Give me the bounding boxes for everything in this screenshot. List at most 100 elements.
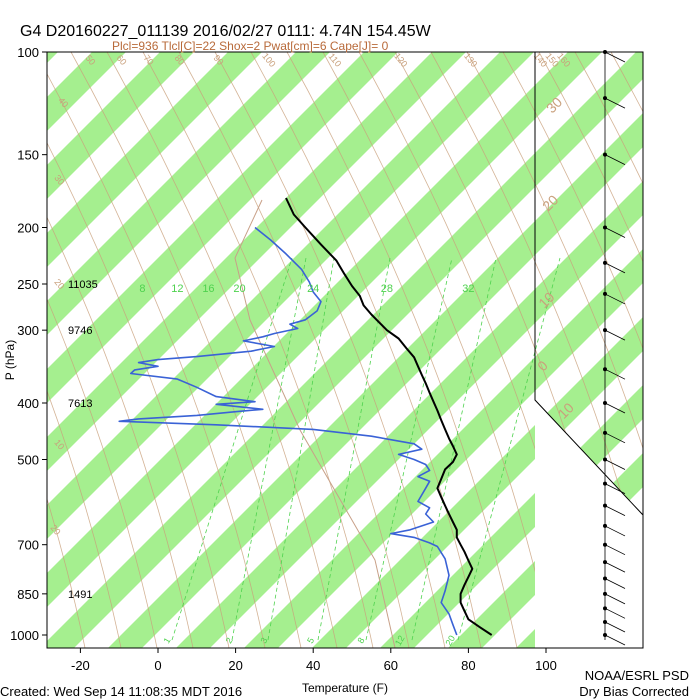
- y-tick-label: 250: [17, 277, 39, 292]
- height-label: 11035: [68, 279, 98, 291]
- dry-adiabat-line: [106, 52, 338, 648]
- height-label: 9746: [68, 325, 92, 337]
- height-label: 1491: [68, 589, 92, 601]
- mixing-ratio-top-label: 32: [462, 283, 474, 295]
- wind-barb: [604, 154, 626, 166]
- dry-adiabat-label: 10: [52, 438, 66, 452]
- dry-adiabat-line: [214, 52, 446, 648]
- x-tick-label: 80: [461, 658, 475, 673]
- isotherm-band: [47, 52, 602, 607]
- dry-adiabat-label: 70: [142, 53, 156, 67]
- bias-note: Dry Bias Corrected: [579, 684, 689, 699]
- mixing-ratio-line: [411, 257, 497, 641]
- wind-barb: [604, 227, 626, 238]
- wind-barb: [604, 459, 626, 470]
- dry-adiabat-line: [286, 52, 518, 648]
- dry-adiabat-line: [47, 497, 86, 648]
- mixing-ratio-top-label: 28: [381, 283, 393, 295]
- y-tick-label: 850: [17, 587, 39, 602]
- dry-adiabat-label: 60: [114, 53, 128, 67]
- wind-barb: [604, 402, 626, 414]
- isotherm-band: [47, 52, 398, 403]
- dry-adiabat-label: 80: [173, 53, 187, 67]
- dry-adiabat-line: [47, 216, 194, 648]
- wind-barb: [604, 544, 626, 556]
- x-tick-label: 60: [384, 658, 398, 673]
- wind-barb: [604, 483, 626, 494]
- wind-barb: [604, 578, 626, 589]
- wind-barb: [604, 329, 626, 341]
- isotherm-band: [47, 52, 466, 471]
- mixing-ratio-bottom-label: 1: [161, 636, 172, 645]
- wind-barb: [604, 432, 626, 444]
- series-line-temperature: [285, 197, 493, 636]
- y-tick-label: 500: [17, 452, 39, 467]
- wind-barb: [604, 262, 626, 274]
- isotherm-band: [108, 113, 643, 648]
- y-tick-label: 700: [17, 538, 39, 553]
- mixing-ratio-bottom-label: 3: [258, 636, 269, 645]
- wind-barb: [604, 561, 626, 573]
- mixing-ratio-top-label: 8: [139, 283, 145, 295]
- y-tick-label: 150: [17, 148, 39, 163]
- dry-adiabat-line: [538, 52, 643, 263]
- dry-adiabat-line: [47, 142, 230, 648]
- wind-barb: [604, 97, 626, 109]
- wind-barb: [604, 607, 626, 619]
- plot-frame: [46, 51, 644, 649]
- mixing-ratio-top-label: 12: [171, 283, 183, 295]
- dry-adiabats: [47, 52, 643, 648]
- wind-barb: [604, 634, 626, 646]
- created-label: Created: Wed Sep 14 11:08:35 MDT 2016: [0, 684, 242, 699]
- chart-title: G4 D20160227_011139 2016/02/27 0111: 4.7…: [20, 23, 432, 40]
- sounding-profiles: [118, 197, 493, 636]
- y-tick-label: 200: [17, 221, 39, 236]
- mixing-ratio-line: [231, 257, 307, 641]
- dry-adiabat-label: 30: [52, 173, 66, 187]
- dry-adiabat-line: [47, 389, 122, 648]
- x-tick-label: -20: [71, 658, 90, 673]
- dry-adiabat-line: [47, 298, 158, 648]
- x-tick-label: 100: [535, 658, 557, 673]
- parcel-path-line: [234, 199, 396, 648]
- wind-barb: [604, 525, 626, 537]
- wind-barb-column: [603, 50, 626, 646]
- dry-adiabat-label: 50: [83, 53, 97, 67]
- wind-barb: [604, 368, 626, 380]
- y-tick-label: 1000: [10, 628, 39, 643]
- mixing-ratio-line: [457, 257, 561, 641]
- dry-adiabat-label: 40: [56, 95, 70, 109]
- wind-barb: [604, 51, 626, 63]
- x-tick-label: 40: [306, 658, 320, 673]
- mixing-ratio-bottom-label: 12: [393, 634, 407, 648]
- axes: -20 0 20 40 60 80 1001001502002503004005007008…: [10, 45, 644, 673]
- y-tick-label: 400: [17, 396, 39, 411]
- isotherm-band: [312, 317, 643, 648]
- org-label: NOAA/ESRL PSD: [585, 668, 689, 683]
- wind-barb: [604, 593, 626, 605]
- isotherm-band: [47, 52, 330, 335]
- dry-adiabat-line: [178, 52, 410, 648]
- series-line-dewpoint: [118, 226, 458, 636]
- mixing-ratio-top-label: 24: [307, 283, 319, 295]
- x-tick-label: 20: [228, 658, 242, 673]
- wind-barb: [604, 621, 626, 633]
- dry-adiabat-line: [142, 52, 374, 648]
- mixing-ratio-line: [171, 257, 293, 641]
- dry-adiabat-line: [574, 52, 643, 185]
- isotherm-band: [244, 249, 643, 648]
- dry-adiabat-line: [322, 52, 554, 648]
- mixing-ratio-bottom-label: 2: [224, 636, 235, 645]
- chart-subtitle: Plcl=936 Tlcl[C]=22 Shox=2 Pwat[cm]=6 Ca…: [112, 39, 389, 53]
- dry-adiabat-label: 90: [211, 53, 225, 67]
- isotherm-band: [47, 52, 58, 63]
- outside-plot-mask: [535, 52, 643, 648]
- isotherm-band: [176, 181, 643, 648]
- mixing-ratio-line: [267, 257, 335, 641]
- y-tick-label: 300: [17, 323, 39, 338]
- height-label: 7613: [68, 398, 92, 410]
- mixing-ratio-top-label: 20: [233, 283, 245, 295]
